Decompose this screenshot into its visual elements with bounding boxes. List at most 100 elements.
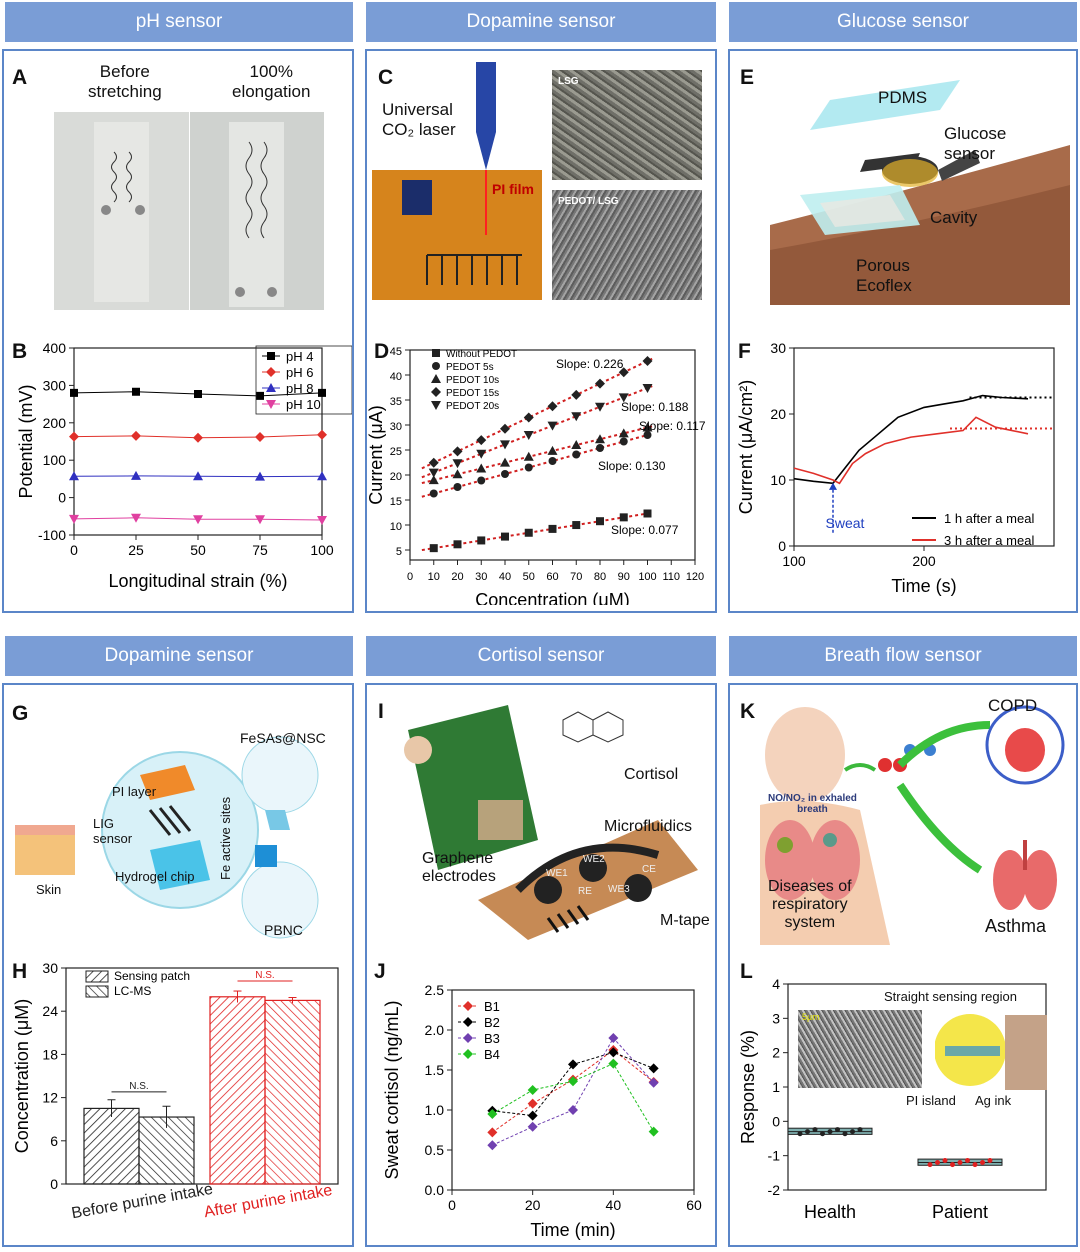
sem-inset: 5μm — [798, 1010, 922, 1088]
data-point — [548, 457, 557, 465]
data-point — [548, 524, 557, 533]
data-point — [571, 389, 582, 400]
x-tick-label: 20 — [451, 571, 463, 583]
label-f: F — [738, 340, 751, 363]
x-axis-label: Concentration (μM) — [475, 590, 629, 605]
legend-marker — [431, 401, 441, 410]
data-point — [318, 388, 326, 397]
legend-marker — [463, 1033, 473, 1043]
data-point — [608, 1058, 619, 1069]
dopamine-patch-illustration — [10, 730, 350, 940]
data-point — [987, 1157, 993, 1163]
legend-marker — [431, 374, 441, 383]
data-point — [571, 412, 582, 422]
legend-marker — [267, 352, 275, 360]
y-tick-label: 4 — [772, 976, 780, 992]
y-tick-label: 20 — [770, 406, 786, 422]
data-point — [571, 440, 582, 450]
data-point — [193, 515, 203, 525]
scale-text: 5μm — [802, 1012, 820, 1022]
y-tick-label: 1.0 — [425, 1102, 445, 1118]
data-point — [642, 356, 653, 366]
data-point — [835, 1127, 840, 1133]
y-tick-label: 100 — [43, 452, 67, 468]
data-point — [595, 434, 605, 444]
bar — [83, 1107, 140, 1185]
legend-label: pH 4 — [286, 349, 313, 364]
legend-swatch — [85, 970, 109, 983]
category-label: Health — [804, 1202, 856, 1222]
data-point — [193, 471, 203, 481]
x-tick-label: 40 — [499, 571, 511, 583]
x-axis-label: Time (s) — [891, 576, 956, 596]
label-c: C — [378, 66, 394, 89]
y-tick-label: 0 — [772, 1113, 780, 1129]
y-tick-label: -100 — [38, 527, 66, 543]
x-tick-label: 100 — [310, 542, 334, 558]
chart-h: 0 6 12 18 24 30 Concentration (μM) N.S. Before p… — [12, 960, 339, 1223]
header-cortisol: Cortisol sensor — [366, 636, 716, 676]
data-point — [428, 475, 439, 485]
legend-label: B1 — [484, 999, 500, 1014]
label-l: L — [740, 960, 753, 983]
legend-swatch — [85, 985, 109, 998]
data-point — [547, 401, 558, 412]
header-breath: Breath flow sensor — [729, 636, 1077, 676]
legend-marker — [432, 362, 440, 370]
plot-frame — [451, 989, 695, 1191]
y-tick-label: 24 — [42, 1003, 58, 1019]
y-tick-label: 10 — [770, 472, 786, 488]
data-point — [618, 393, 629, 403]
data-point — [927, 1162, 933, 1168]
slope-label: Slope: 0.077 — [611, 523, 679, 537]
data-point — [69, 431, 79, 442]
series-line — [492, 1062, 655, 1132]
x-tick-label: 50 — [190, 542, 206, 558]
y-tick-label: 5 — [396, 546, 402, 558]
category-label: Before purine intake — [70, 1181, 214, 1223]
data-point — [642, 384, 653, 393]
x-tick-label: 75 — [252, 542, 268, 558]
fit-line — [421, 385, 653, 479]
data-point — [572, 450, 581, 459]
data-point — [643, 431, 652, 439]
y-tick-label: 1 — [772, 1079, 780, 1095]
data-point — [194, 390, 202, 399]
y-tick-label: 45 — [390, 346, 402, 358]
y-tick-label: 0 — [778, 538, 786, 554]
data-point — [69, 471, 79, 481]
legend-label: B3 — [484, 1031, 500, 1046]
ns-label: N.S. — [129, 1081, 148, 1092]
data-point — [568, 1076, 578, 1087]
x-tick-label: 0 — [407, 571, 413, 583]
data-point — [619, 513, 628, 522]
y-tick-label: 0 — [58, 490, 66, 506]
data-point — [477, 476, 486, 485]
header-ph: pH sensor — [5, 2, 353, 42]
y-tick-label: 30 — [390, 421, 402, 433]
copd-text: COPD — [988, 696, 1038, 715]
data-point — [842, 1131, 848, 1137]
laser-photo — [372, 60, 547, 300]
x-tick-label: 0 — [448, 1197, 456, 1213]
data-point — [487, 1127, 498, 1138]
legend-marker — [266, 383, 276, 392]
y-tick-label: 40 — [390, 371, 402, 383]
microfluidics-text: Microfluidics — [604, 818, 693, 835]
fit-line — [421, 432, 653, 498]
y-axis-label: Response (%) — [738, 1030, 758, 1144]
panel-glucose — [728, 49, 1078, 613]
data-point — [476, 463, 487, 473]
pbnc-text: PBNC — [264, 922, 303, 938]
data-point — [850, 1129, 855, 1135]
data-point — [132, 387, 140, 396]
data-point — [453, 540, 462, 549]
x-tick-label: 60 — [686, 1197, 702, 1213]
data-point — [523, 431, 534, 440]
data-point — [131, 470, 141, 480]
cortisol-text: Cortisol — [624, 766, 679, 783]
data-point — [857, 1127, 863, 1133]
y-tick-label: 12 — [42, 1090, 58, 1106]
data-point — [797, 1131, 803, 1137]
